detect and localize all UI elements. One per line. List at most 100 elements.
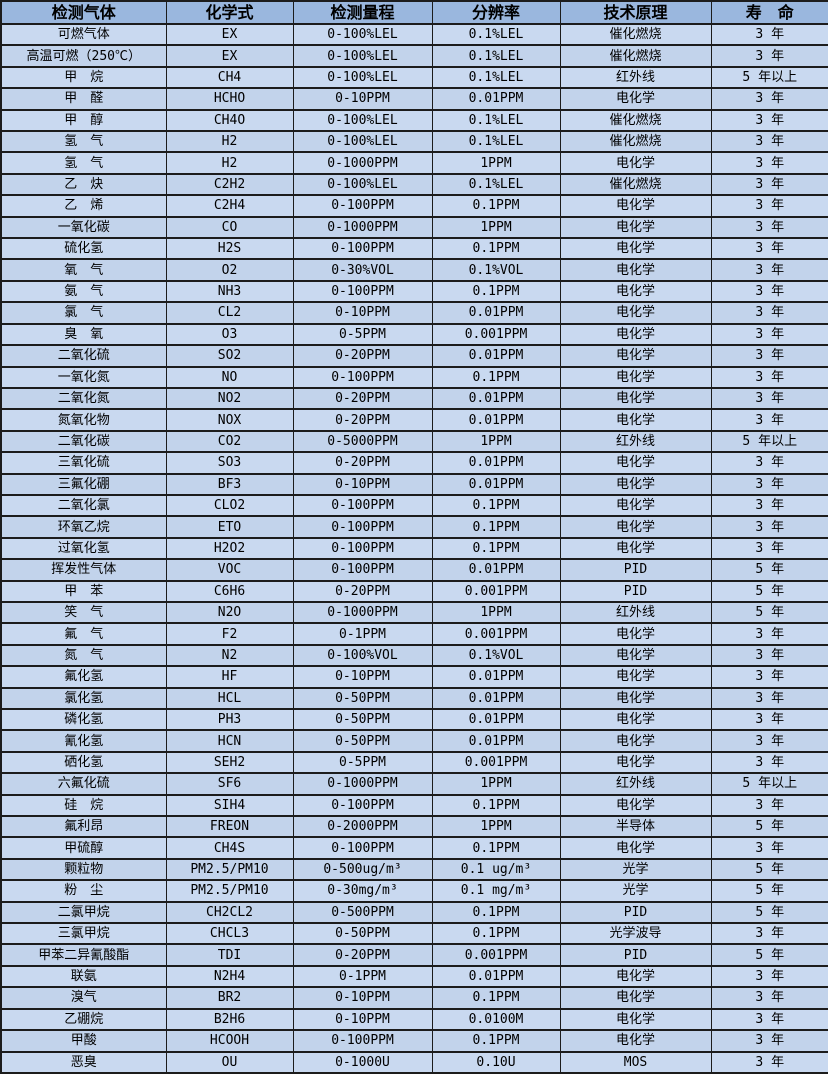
cell-technology: 电化学 <box>559 215 712 240</box>
table-row: 二氧化氯 CLO2 0-100PPM 0.1PPM 电化学 3 年 <box>0 493 828 518</box>
column-header-5: 寿 命 <box>710 0 828 25</box>
cell-chemical-formula: PH3 <box>165 707 294 732</box>
cell-gas-name: 一氧化碳 <box>0 215 167 240</box>
cell-resolution: 0.0100M <box>431 1007 561 1032</box>
cell-technology: 电化学 <box>559 322 712 347</box>
cell-lifespan: 3 年 <box>710 536 828 561</box>
cell-chemical-formula: H2S <box>165 237 294 261</box>
cell-resolution: 0.001PPM <box>431 579 561 603</box>
cell-resolution: 0.01PPM <box>431 472 561 496</box>
cell-gas-name: 高温可燃（250℃） <box>0 44 167 68</box>
cell-detection-range: 0-100%VOL <box>292 643 433 668</box>
cell-resolution: 0.1PPM <box>431 900 561 925</box>
cell-resolution: 0.1PPM <box>431 493 561 518</box>
table-row: 粉 尘 PM2.5/PM10 0-30mg/m³ 0.1 mg/m³ 光学 5 年 <box>0 879 828 903</box>
cell-technology: 电化学 <box>559 793 712 818</box>
cell-lifespan: 3 年 <box>710 622 828 646</box>
cell-resolution: 0.1PPM <box>431 237 561 261</box>
cell-technology: 光学波导 <box>559 922 712 946</box>
cell-technology: 电化学 <box>559 707 712 732</box>
cell-technology: 催化燃烧 <box>559 172 712 197</box>
cell-resolution: 0.1PPM <box>431 793 561 818</box>
cell-resolution: 0.1PPM <box>431 986 561 1010</box>
cell-detection-range: 0-20PPM <box>292 451 433 475</box>
cell-gas-name: 硒化氢 <box>0 750 167 775</box>
cell-chemical-formula: TDI <box>165 943 294 967</box>
cell-resolution: 0.1%VOL <box>431 258 561 282</box>
cell-detection-range: 0-100PPM <box>292 1029 433 1053</box>
cell-resolution: 0.01PPM <box>431 707 561 732</box>
cell-chemical-formula: EX <box>165 22 294 47</box>
cell-gas-name: 氢 气 <box>0 151 167 175</box>
cell-gas-name: 甲 烷 <box>0 65 167 90</box>
table-row: 一氧化氮 NO 0-100PPM 0.1PPM 电化学 3 年 <box>0 365 828 389</box>
cell-gas-name: 硫化氢 <box>0 237 167 261</box>
cell-chemical-formula: C2H4 <box>165 194 294 218</box>
cell-lifespan: 5 年 <box>710 579 828 603</box>
cell-technology: 电化学 <box>559 365 712 389</box>
cell-gas-name: 甲 苯 <box>0 579 167 603</box>
cell-lifespan: 3 年 <box>710 986 828 1010</box>
cell-chemical-formula: CO2 <box>165 429 294 454</box>
cell-detection-range: 0-100%LEL <box>292 108 433 133</box>
cell-resolution: 0.1PPM <box>431 1029 561 1053</box>
cell-gas-name: 氨 气 <box>0 279 167 304</box>
cell-technology: 电化学 <box>559 386 712 411</box>
cell-lifespan: 3 年 <box>710 686 828 711</box>
cell-resolution: 1PPM <box>431 151 561 175</box>
cell-chemical-formula: CO <box>165 215 294 240</box>
cell-detection-range: 0-100PPM <box>292 493 433 518</box>
table-row: 氨 气 NH3 0-100PPM 0.1PPM 电化学 3 年 <box>0 279 828 304</box>
cell-detection-range: 0-10PPM <box>292 665 433 689</box>
table-row: 甲硫醇 CH4S 0-100PPM 0.1PPM 电化学 3 年 <box>0 836 828 860</box>
cell-chemical-formula: NO <box>165 365 294 389</box>
cell-lifespan: 3 年 <box>710 1050 828 1074</box>
cell-detection-range: 0-100PPM <box>292 365 433 389</box>
cell-resolution: 0.10U <box>431 1050 561 1074</box>
cell-lifespan: 3 年 <box>710 386 828 411</box>
cell-technology: 电化学 <box>559 194 712 218</box>
cell-technology: 红外线 <box>559 65 712 90</box>
cell-resolution: 0.01PPM <box>431 386 561 411</box>
cell-technology: 催化燃烧 <box>559 22 712 47</box>
table-row: 二氧化硫 SO2 0-20PPM 0.01PPM 电化学 3 年 <box>0 344 828 368</box>
table-row: 氯 气 CL2 0-10PPM 0.01PPM 电化学 3 年 <box>0 301 828 325</box>
cell-lifespan: 3 年 <box>710 1029 828 1053</box>
cell-technology: 电化学 <box>559 622 712 646</box>
cell-detection-range: 0-10PPM <box>292 1007 433 1032</box>
cell-chemical-formula: HCHO <box>165 87 294 111</box>
cell-technology: 电化学 <box>559 493 712 518</box>
cell-lifespan: 3 年 <box>710 964 828 989</box>
cell-gas-name: 氮氧化物 <box>0 408 167 432</box>
cell-chemical-formula: CHCL3 <box>165 922 294 946</box>
column-header-4: 技术原理 <box>559 0 712 25</box>
cell-chemical-formula: C6H6 <box>165 579 294 603</box>
cell-lifespan: 3 年 <box>710 237 828 261</box>
cell-lifespan: 3 年 <box>710 279 828 304</box>
cell-gas-name: 氯 气 <box>0 301 167 325</box>
cell-resolution: 1PPM <box>431 429 561 454</box>
cell-chemical-formula: B2H6 <box>165 1007 294 1032</box>
cell-detection-range: 0-1000PPM <box>292 151 433 175</box>
table-row: 氮 气 N2 0-100%VOL 0.1%VOL 电化学 3 年 <box>0 643 828 668</box>
cell-gas-name: 甲硫醇 <box>0 836 167 860</box>
table-row: 硫化氢 H2S 0-100PPM 0.1PPM 电化学 3 年 <box>0 237 828 261</box>
table-row: 三氟化硼 BF3 0-10PPM 0.01PPM 电化学 3 年 <box>0 472 828 496</box>
cell-gas-name: 二氧化硫 <box>0 344 167 368</box>
cell-gas-name: 甲酸 <box>0 1029 167 1053</box>
cell-detection-range: 0-50PPM <box>292 686 433 711</box>
cell-lifespan: 5 年 <box>710 879 828 903</box>
cell-resolution: 0.1%LEL <box>431 130 561 154</box>
table-row: 甲酸 HCOOH 0-100PPM 0.1PPM 电化学 3 年 <box>0 1029 828 1053</box>
cell-detection-range: 0-20PPM <box>292 386 433 411</box>
cell-technology: PID <box>559 579 712 603</box>
cell-detection-range: 0-100%LEL <box>292 172 433 197</box>
cell-chemical-formula: HCN <box>165 729 294 753</box>
cell-technology: 电化学 <box>559 258 712 282</box>
cell-gas-name: 三氧化硫 <box>0 451 167 475</box>
cell-chemical-formula: F2 <box>165 622 294 646</box>
cell-technology: 电化学 <box>559 1029 712 1053</box>
cell-resolution: 0.001PPM <box>431 622 561 646</box>
cell-detection-range: 0-20PPM <box>292 579 433 603</box>
